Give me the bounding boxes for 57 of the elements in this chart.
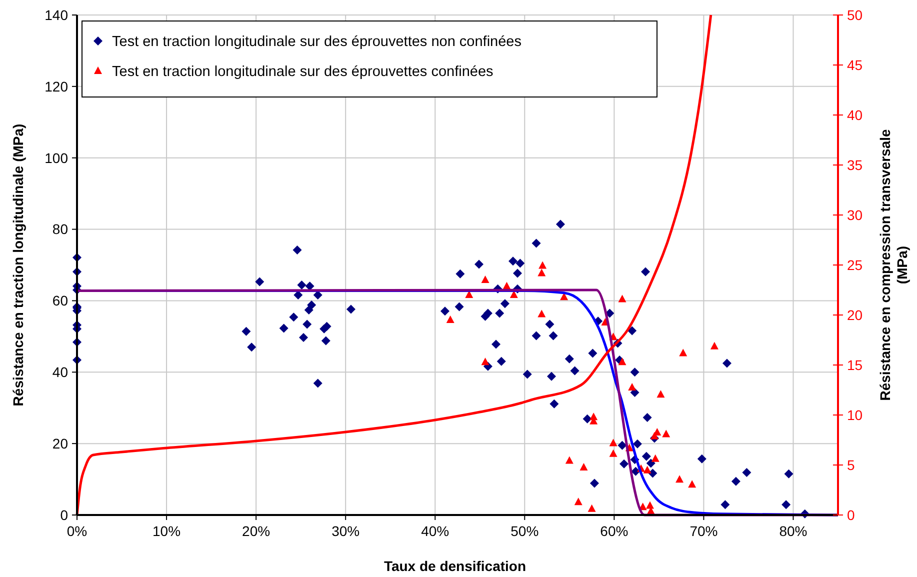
y2-tick-label: 40 (847, 106, 863, 123)
point (650, 432, 658, 440)
y2-tick-label: 50 (847, 6, 863, 23)
point (651, 454, 660, 462)
x-tick-label: 40% (421, 523, 450, 539)
point (679, 348, 688, 356)
x-tick-label: 10% (152, 523, 181, 539)
y2-tick-label: 15 (847, 356, 863, 373)
y2-tick-label: 45 (847, 56, 863, 73)
y-tick-label: 20 (52, 435, 68, 452)
point (481, 358, 490, 366)
x-tick-label: 80% (779, 523, 808, 539)
point (609, 449, 618, 457)
y2-tick-label: 5 (847, 456, 855, 473)
point (609, 438, 618, 446)
y2-tick-label: 10 (847, 406, 863, 423)
y2-tick-label: 35 (847, 156, 863, 173)
y2-axis-title: Résistance en compression transversale (MPa) (877, 128, 910, 401)
point (538, 310, 546, 318)
point (538, 261, 547, 269)
point (446, 316, 454, 323)
y-tick-label: 140 (44, 6, 68, 23)
x-tick-label: 70% (690, 523, 718, 539)
point (565, 456, 574, 464)
point (656, 390, 665, 398)
x-tick-label: 60% (600, 523, 628, 539)
point (628, 383, 636, 390)
y-tick-label: 0 (60, 506, 68, 523)
point (574, 498, 582, 506)
point (538, 268, 546, 276)
point (618, 358, 626, 366)
x-tick-label: 20% (242, 523, 270, 539)
point (588, 504, 596, 512)
point (676, 475, 684, 483)
x-tick-label: 0% (66, 523, 88, 539)
x-tick-label: 50% (510, 523, 539, 539)
y-axis-title: Résistance en traction longitudinale (MPa) (10, 124, 26, 406)
y-tick-label: 40 (52, 364, 68, 380)
point (662, 430, 670, 438)
point (580, 463, 588, 470)
point (618, 294, 626, 302)
x-tick-label: 30% (332, 523, 360, 539)
point (643, 466, 652, 474)
y2-tick-label: 30 (847, 206, 863, 223)
point (481, 276, 490, 283)
point (688, 480, 696, 488)
y-tick-label: 80 (52, 221, 68, 238)
point (710, 342, 718, 350)
y-tick-label: 60 (52, 292, 68, 309)
y-tick-label: 100 (44, 150, 68, 166)
y2-tick-label: 25 (847, 256, 863, 273)
legend-label: Test en traction longitudinale sur des éprouvettes non confinées (112, 34, 522, 50)
y2-tick-label: 0 (847, 506, 855, 523)
y2-tick-label: 20 (847, 306, 863, 323)
legend-label: Test en traction longitudinale sur des éprouvettes confinées (112, 64, 494, 80)
y-tick-label: 120 (44, 78, 68, 94)
x-axis-title: Taux de densification (384, 558, 526, 574)
